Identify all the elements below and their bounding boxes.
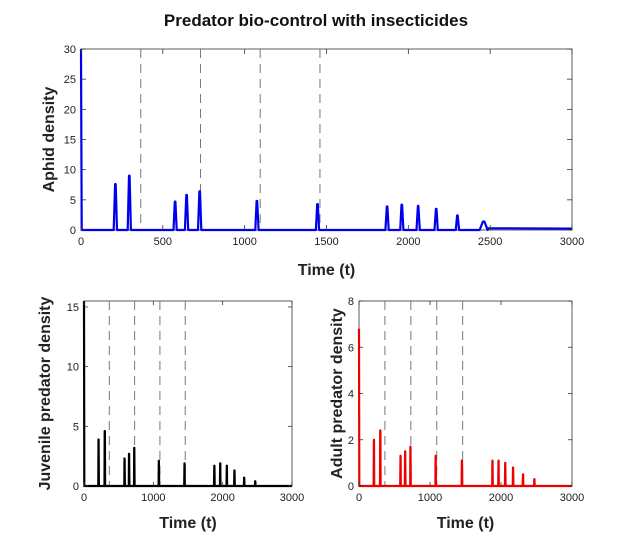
juvenile-peak-point-10 bbox=[233, 469, 236, 472]
juvenile-y-axis-label: Juvenile predator density bbox=[37, 296, 54, 490]
juvenile-peak-point-5 bbox=[158, 460, 160, 462]
aphid-peak-point-1 bbox=[128, 174, 131, 177]
aphid-peak-point-11 bbox=[456, 214, 459, 217]
aphid-peak-point-5 bbox=[256, 200, 258, 202]
adult-x-tick-label: 2000 bbox=[489, 492, 513, 504]
juvenile-peak-point-2 bbox=[123, 457, 126, 460]
aphid-peak-point-8 bbox=[400, 203, 403, 206]
aphid-plot-area bbox=[80, 48, 573, 231]
aphid-peak-point-6 bbox=[316, 203, 319, 205]
adult-peak-point-8 bbox=[497, 459, 500, 462]
aphid-x-tick-label: 3000 bbox=[560, 236, 584, 248]
adult-peak-point-1 bbox=[379, 429, 382, 432]
juvenile-y-tick-label: 5 bbox=[73, 421, 79, 433]
juvenile-x-tick-label: 1000 bbox=[141, 492, 165, 504]
adult-peak-point-10 bbox=[512, 466, 514, 469]
juvenile-x-tick-label: 3000 bbox=[280, 492, 304, 504]
juvenile-y-tick-label: 10 bbox=[67, 362, 79, 374]
adult-peak-point-9 bbox=[504, 462, 507, 464]
aphid-peak-point-9 bbox=[417, 205, 419, 207]
adult-peak-point-3 bbox=[404, 450, 406, 453]
adult-y-tick-label: 6 bbox=[348, 342, 354, 354]
adult-peak-point-12 bbox=[533, 478, 536, 480]
juvenile-chart: 0 1000 2000 3000 0 5 10 15 Time (t) Juvenile pred… bbox=[37, 296, 304, 532]
aphid-y-tick-label: 25 bbox=[64, 74, 76, 86]
juvenile-peak-point-9 bbox=[226, 464, 228, 467]
adult-peak-point-6 bbox=[461, 459, 463, 462]
aphid-x-tick-label: 500 bbox=[154, 236, 172, 248]
juvenile-peak-point-1 bbox=[104, 430, 106, 432]
adult-y-tick-label: 2 bbox=[348, 435, 354, 447]
aphid-peak-point-0 bbox=[114, 183, 117, 185]
adult-y-tick-label: 4 bbox=[348, 389, 354, 401]
aphid-y-tick-label: 15 bbox=[64, 135, 76, 147]
adult-y-tick-label: 0 bbox=[348, 481, 354, 493]
juvenile-plot-area bbox=[83, 300, 293, 487]
aphid-x-tick-label: 2500 bbox=[478, 236, 502, 248]
adult-x-tick-label: 1000 bbox=[418, 492, 442, 504]
adult-peak-point-7 bbox=[491, 459, 494, 462]
adult-x-axis-label: Time (t) bbox=[437, 515, 494, 532]
aphid-x-tick-label: 1500 bbox=[314, 236, 338, 248]
juvenile-peak-point-7 bbox=[213, 464, 216, 467]
aphid-x-axis-label: Time (t) bbox=[298, 262, 355, 279]
juvenile-peak-point-0 bbox=[97, 438, 100, 441]
juvenile-peak-point-6 bbox=[183, 462, 186, 465]
aphid-y-tick-label: 30 bbox=[64, 44, 76, 56]
aphid-peak-point-2 bbox=[174, 200, 176, 203]
aphid-x-tick-label: 0 bbox=[78, 236, 84, 248]
aphid-peak-point-10 bbox=[435, 208, 437, 210]
juvenile-peak-point-4 bbox=[133, 447, 136, 449]
aphid-x-tick-label: 1000 bbox=[232, 236, 256, 248]
adult-chart: 0 1000 2000 3000 0 2 4 6 8 Time (t) Adult predator… bbox=[329, 296, 584, 532]
aphid-peak-point-12 bbox=[482, 220, 485, 223]
figure-title: Predator bio-control with insecticides bbox=[164, 11, 468, 30]
aphid-y-axis-label: Aphid density bbox=[41, 87, 58, 193]
adult-y-tick-label: 8 bbox=[348, 296, 354, 308]
juvenile-x-axis-label: Time (t) bbox=[159, 515, 216, 532]
juvenile-x-tick-label: 0 bbox=[81, 492, 87, 504]
juvenile-peak-point-11 bbox=[243, 476, 245, 479]
juvenile-peak-point-3 bbox=[128, 452, 130, 455]
aphid-x-tick-label: 2000 bbox=[396, 236, 420, 248]
adult-y-axis-label: Adult predator density bbox=[329, 308, 346, 479]
aphid-y-tick-label: 0 bbox=[70, 225, 76, 237]
adult-plot-area bbox=[358, 300, 573, 487]
adult-peak-point-2 bbox=[399, 455, 402, 457]
juvenile-peak-point-12 bbox=[254, 480, 257, 483]
aphid-peak-point-7 bbox=[386, 205, 388, 208]
adult-peak-point-4 bbox=[409, 445, 412, 448]
adult-peak-point-5 bbox=[434, 455, 437, 457]
juvenile-y-tick-label: 0 bbox=[73, 481, 79, 493]
aphid-peak-point-3 bbox=[185, 194, 188, 196]
aphid-chart: 0 500 1000 1500 2000 2500 3000 0 5 10 15 20 25 30 Time… bbox=[41, 44, 584, 279]
aphid-y-tick-label: 5 bbox=[70, 195, 76, 207]
juvenile-y-tick-label: 15 bbox=[67, 302, 79, 314]
adult-x-tick-label: 3000 bbox=[560, 492, 584, 504]
juvenile-peak-point-8 bbox=[219, 462, 222, 465]
adult-peak-point-11 bbox=[522, 473, 524, 476]
aphid-y-tick-label: 20 bbox=[64, 104, 76, 116]
aphid-y-tick-label: 10 bbox=[64, 165, 76, 177]
juvenile-x-tick-label: 2000 bbox=[210, 492, 234, 504]
adult-peak-point-0 bbox=[373, 438, 375, 441]
aphid-peak-point-4 bbox=[198, 190, 201, 193]
adult-x-tick-label: 0 bbox=[356, 492, 362, 504]
